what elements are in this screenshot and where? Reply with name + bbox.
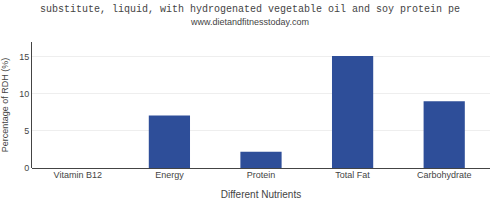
svg-text:Total Fat: Total Fat [335,170,370,180]
svg-text:Percentage of RDH (%): Percentage of RDH (%) [0,58,10,153]
svg-text:10: 10 [19,89,29,99]
svg-text:Carbohydrate: Carbohydrate [417,170,472,180]
svg-text:substitute, liquid, with hydro: substitute, liquid, with hydrogenated ve… [40,4,460,27]
svg-text:Different Nutrients: Different Nutrients [221,189,301,200]
svg-text:5: 5 [24,126,29,136]
svg-text:0: 0 [24,163,29,173]
svg-text:Vitamin B12: Vitamin B12 [54,170,102,180]
svg-text:15: 15 [19,52,29,62]
svg-text:Protein: Protein [247,170,276,180]
svg-text:Energy: Energy [155,170,184,180]
